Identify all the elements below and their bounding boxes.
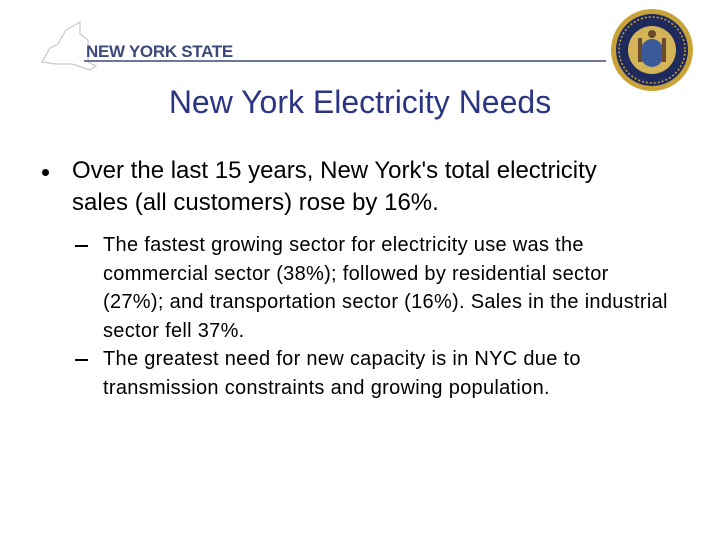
logo-text: NEW YORK STATE — [86, 42, 233, 61]
header: NEW YORK STATE — [0, 0, 720, 100]
bullet: Over the last 15 years, New York's total… — [42, 155, 667, 402]
slide-body: Over the last 15 years, New York's total… — [0, 155, 720, 402]
slide-title: New York Electricity Needs — [168, 84, 552, 120]
header-graphics — [41, 9, 693, 91]
sub-bullet-marker — [75, 359, 88, 361]
state-seal — [611, 9, 693, 91]
sub-bullet-text: The fastest growing sector for electrici… — [103, 234, 668, 342]
sub-bullet-text: The greatest need for new capacity is in… — [103, 348, 581, 399]
bullet-marker — [42, 169, 49, 176]
bullet-text: Over the last 15 years, New York's total… — [72, 157, 597, 216]
sub-bullets: The fastest growing sector for electrici… — [75, 231, 673, 402]
sub-bullet: The greatest need for new capacity is in… — [75, 345, 673, 402]
sub-bullet: The fastest growing sector for electrici… — [75, 231, 673, 345]
sub-bullet-marker — [75, 245, 88, 247]
state-outline — [41, 20, 98, 71]
